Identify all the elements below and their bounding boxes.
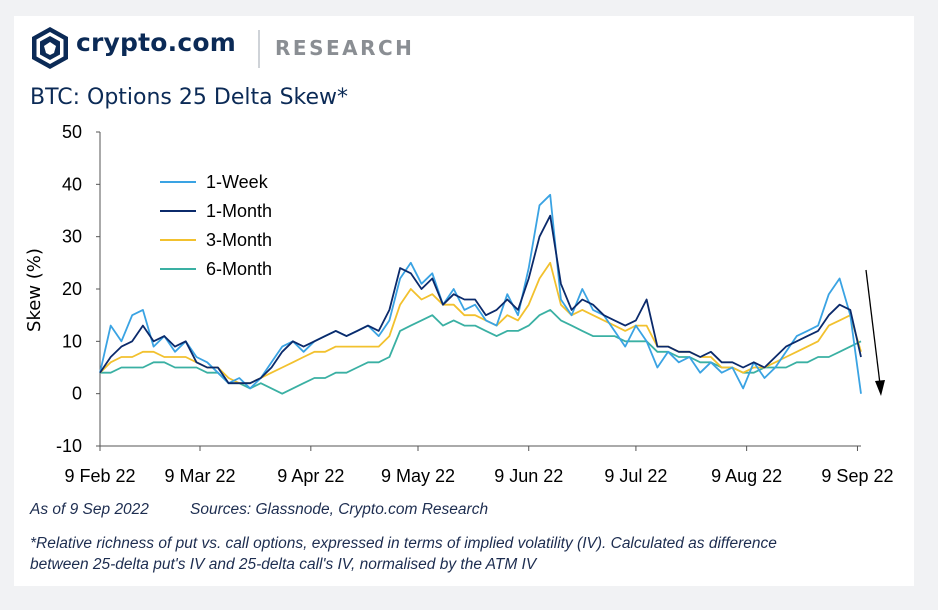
- crypto-com-logo: [30, 26, 70, 70]
- y-tick-label: 10: [62, 331, 82, 351]
- definition-note-line-2: between 25-delta put's IV and 25-delta c…: [30, 556, 537, 573]
- chart-axes: [96, 131, 861, 451]
- legend-label: 1-Week: [206, 172, 269, 192]
- chart-legend: 1-Week 1-Month 3-Month 6-Month: [160, 172, 272, 279]
- header-divider: [258, 30, 260, 68]
- section-label: RESEARCH: [275, 36, 415, 60]
- x-tick-label: 9 Jul 22: [604, 466, 667, 486]
- x-tick-label: 9 Jun 22: [494, 466, 563, 486]
- series-line-1-month: [99, 214, 862, 385]
- legend-label: 6-Month: [206, 259, 272, 279]
- series-line-1-week: [99, 193, 862, 394]
- y-tick-label: -10: [56, 436, 82, 456]
- x-tick-labels: 9 Feb 22 9 Mar 22 9 Apr 22 9 May 22 9 Jun 22…: [64, 466, 893, 486]
- x-tick-label: 9 May 22: [381, 466, 455, 486]
- legend-label: 3-Month: [206, 230, 272, 250]
- y-axis-label: Skew (%): [24, 248, 45, 332]
- trend-arrow: [865, 269, 885, 396]
- y-tick-label: 50: [62, 122, 82, 142]
- series-line-3-month: [99, 261, 862, 385]
- x-tick-label: 9 Mar 22: [164, 466, 235, 486]
- y-tick-label: 30: [62, 227, 82, 247]
- arrow-head: [875, 380, 885, 396]
- definition-note-line-1: *Relative richness of put vs. call optio…: [30, 535, 777, 552]
- x-tick-label: 9 Apr 22: [277, 466, 344, 486]
- arrow-shaft: [865, 269, 881, 385]
- definition-note: *Relative richness of put vs. call optio…: [30, 533, 890, 575]
- x-tick-label: 9 Feb 22: [64, 466, 135, 486]
- y-tick-label: 40: [62, 174, 82, 194]
- as-of-date: As of 9 Sep 2022: [30, 501, 149, 518]
- chart-card: [14, 16, 914, 586]
- y-tick-label: 0: [72, 384, 82, 404]
- chart-title: BTC: Options 25 Delta Skew*: [30, 85, 349, 110]
- series-lines: [99, 193, 862, 395]
- y-tick-label: 20: [62, 279, 82, 299]
- sources-text: Sources: Glassnode, Crypto.com Research: [190, 501, 489, 518]
- y-tick-labels: -10 0 10 20 30 40 50: [56, 122, 82, 456]
- legend-label: 1-Month: [206, 201, 272, 221]
- x-tick-label: 9 Aug 22: [711, 466, 782, 486]
- brand-name: crypto.com: [76, 28, 237, 57]
- x-tick-label: 9 Sep 22: [821, 466, 893, 486]
- lion-shield-icon: [32, 27, 68, 69]
